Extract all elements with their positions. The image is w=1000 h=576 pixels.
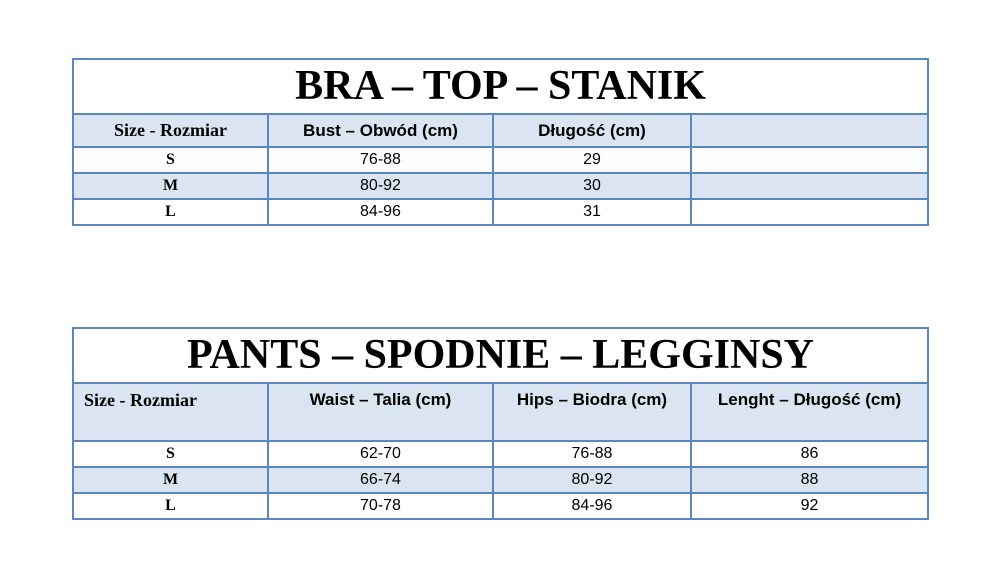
size-cell: S (72, 146, 269, 174)
waist-cell: 62-70 (267, 440, 494, 468)
empty-cell (689, 172, 930, 200)
waist-cell: 66-74 (267, 466, 494, 494)
pants-header-length: Lenght – Długość (cm) (689, 382, 930, 442)
pants-header-waist: Waist – Talia (cm) (267, 382, 494, 442)
bust-cell: 84-96 (267, 198, 494, 226)
length-cell: 31 (492, 198, 692, 226)
table-row: L 84-96 31 (72, 198, 930, 226)
length-cell: 88 (689, 466, 930, 494)
pants-header-hips: Hips – Biodra (cm) (492, 382, 692, 442)
pants-header-row: Size - Rozmiar Waist – Talia (cm) Hips –… (72, 382, 930, 442)
bra-table-title: BRA – TOP – STANIK (71, 58, 930, 115)
bra-header-length: Długość (cm) (492, 113, 692, 148)
length-cell: 92 (689, 492, 930, 520)
table-row: M 80-92 30 (72, 172, 930, 200)
size-cell: M (72, 172, 269, 200)
pants-table-title: PANTS – SPODNIE – LEGGINSY (71, 327, 930, 384)
size-cell: M (72, 466, 269, 494)
table-row: L 70-78 84-96 92 (72, 492, 930, 520)
bra-header-bust: Bust – Obwód (cm) (267, 113, 494, 148)
bra-header-row: Size - Rozmiar Bust – Obwód (cm) Długość… (72, 113, 930, 148)
length-cell: 30 (492, 172, 692, 200)
size-cell: L (72, 198, 269, 226)
bust-cell: 76-88 (267, 146, 494, 174)
table-row: M 66-74 80-92 88 (72, 466, 930, 494)
size-cell: S (72, 440, 269, 468)
size-cell: L (72, 492, 269, 520)
bra-header-size: Size - Rozmiar (72, 113, 269, 148)
waist-cell: 70-78 (267, 492, 494, 520)
bust-cell: 80-92 (267, 172, 494, 200)
hips-cell: 80-92 (492, 466, 692, 494)
length-cell: 29 (492, 146, 692, 174)
bra-header-empty (689, 113, 930, 148)
empty-cell (689, 146, 930, 174)
pants-size-table: PANTS – SPODNIE – LEGGINSY Size - Rozmia… (71, 327, 930, 520)
table-row: S 62-70 76-88 86 (72, 440, 930, 468)
pants-header-size: Size - Rozmiar (72, 382, 269, 442)
table-row: S 76-88 29 (72, 146, 930, 174)
hips-cell: 76-88 (492, 440, 692, 468)
length-cell: 86 (689, 440, 930, 468)
empty-cell (689, 198, 930, 226)
hips-cell: 84-96 (492, 492, 692, 520)
bra-size-table: BRA – TOP – STANIK Size - Rozmiar Bust –… (71, 58, 930, 226)
